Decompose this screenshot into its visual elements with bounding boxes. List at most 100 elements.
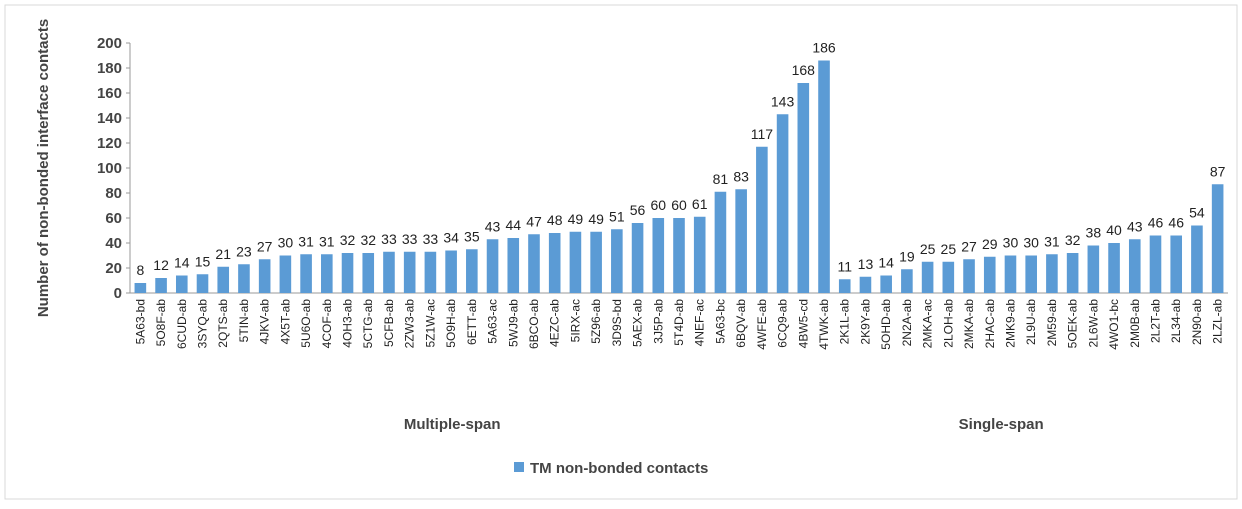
x-tick-label: 2MKA-ab [962,299,976,349]
value-label: 43 [485,218,501,234]
x-tick-label: 5TIN-ab [237,299,251,343]
bar [569,231,582,293]
x-tick-label: 5O8F-ab [154,299,168,347]
value-label: 33 [381,231,397,247]
x-tick-label: 3D9S-bd [610,299,624,346]
x-tick-label: 4BW5-cd [796,299,810,348]
x-tick-label: 3J5P-ab [651,299,665,344]
y-tick-label: 0 [114,285,122,302]
value-label: 48 [547,212,563,228]
value-label: 40 [1106,222,1122,238]
value-label: 51 [609,208,625,224]
y-tick-label: 120 [97,135,122,152]
bar [963,259,975,293]
x-tick-label: 4NEF-ac [693,299,707,346]
bar [383,251,395,293]
value-label: 49 [588,211,604,227]
bar [1004,255,1017,293]
bar [1025,255,1037,293]
value-label: 30 [278,235,294,251]
value-label: 27 [961,238,977,254]
x-tick-label: 2MK9-ab [1003,299,1017,348]
bar [652,218,665,293]
x-tick-label: 5A63-ac [486,299,500,344]
x-tick-label: 5A63-bd [133,299,147,344]
x-tick-label: 2L2T-ab [1148,299,1162,343]
bar [693,216,706,293]
value-label: 60 [671,197,687,213]
value-label: 23 [236,243,252,259]
bar [983,256,996,293]
value-label: 61 [692,196,708,212]
bar [818,60,830,293]
bar [403,251,416,293]
legend-swatch [514,462,524,472]
value-label: 34 [443,230,459,246]
value-label: 83 [733,168,749,184]
x-tick-label: 4TWK-ab [817,299,831,350]
value-label: 46 [1168,215,1184,231]
value-label: 143 [771,93,795,109]
x-tick-label: 5OHD-ab [879,299,893,350]
bar [175,275,188,293]
value-label: 46 [1148,215,1164,231]
x-tick-label: 2QTS-ab [216,299,230,348]
value-label: 32 [1065,232,1081,248]
value-label: 25 [941,241,957,257]
bar [631,223,644,293]
x-tick-label: 5U6O-ab [299,299,313,348]
x-tick-label: 2L9U-ab [1024,299,1038,345]
x-tick-label: 4X5T-ab [278,299,292,345]
bar [362,253,375,293]
value-label: 29 [982,236,998,252]
bar [1211,184,1224,293]
value-label: 38 [1086,225,1102,241]
value-label: 32 [360,232,376,248]
bar [445,250,457,293]
value-label: 13 [858,256,874,272]
value-label: 44 [505,217,521,233]
value-label: 27 [257,238,273,254]
x-tick-label: 5AEX-ab [631,299,645,347]
x-tick-label: 2HAC-ab [983,299,997,349]
y-tick-label: 180 [97,60,122,77]
bar [134,283,147,293]
x-tick-label: 4WFE-ab [755,299,769,350]
value-label: 33 [423,231,439,247]
x-tick-label: 6BQV-ab [734,299,748,348]
frame [4,4,1238,500]
bar [1128,239,1141,293]
bar [611,229,623,293]
bar [1087,245,1100,293]
value-label: 32 [340,232,356,248]
value-label: 8 [136,262,144,278]
y-tick-label: 80 [105,185,122,202]
x-tick-label: 5CTG-ab [361,299,375,349]
bar [1066,253,1079,293]
value-label: 54 [1189,205,1205,221]
bar [486,239,499,293]
x-tick-label: 6ETT-ab [465,299,479,345]
value-label: 33 [402,231,418,247]
y-tick-label: 100 [97,160,122,177]
x-tick-label: 2MKA-ac [921,299,935,348]
value-label: 43 [1127,218,1143,234]
value-label: 31 [1044,233,1060,249]
value-label: 14 [174,255,190,271]
x-tick-label: 4EZC-ab [548,299,562,347]
bar [673,218,685,293]
value-label: 186 [812,40,836,56]
value-label: 56 [630,202,646,218]
bar [507,238,520,293]
value-label: 14 [878,255,894,271]
bar [1108,243,1120,293]
value-label: 30 [1023,235,1039,251]
x-tick-label: 2K1L-ab [838,299,852,345]
value-label: 87 [1210,163,1226,179]
bar [921,261,934,293]
x-tick-label: 4WO1-bc [1107,299,1121,350]
x-tick-label: 2LZL-ab [1211,299,1225,344]
value-label: 19 [899,248,915,264]
bar [859,276,872,293]
x-tick-label: 2LOH-ab [941,299,955,348]
